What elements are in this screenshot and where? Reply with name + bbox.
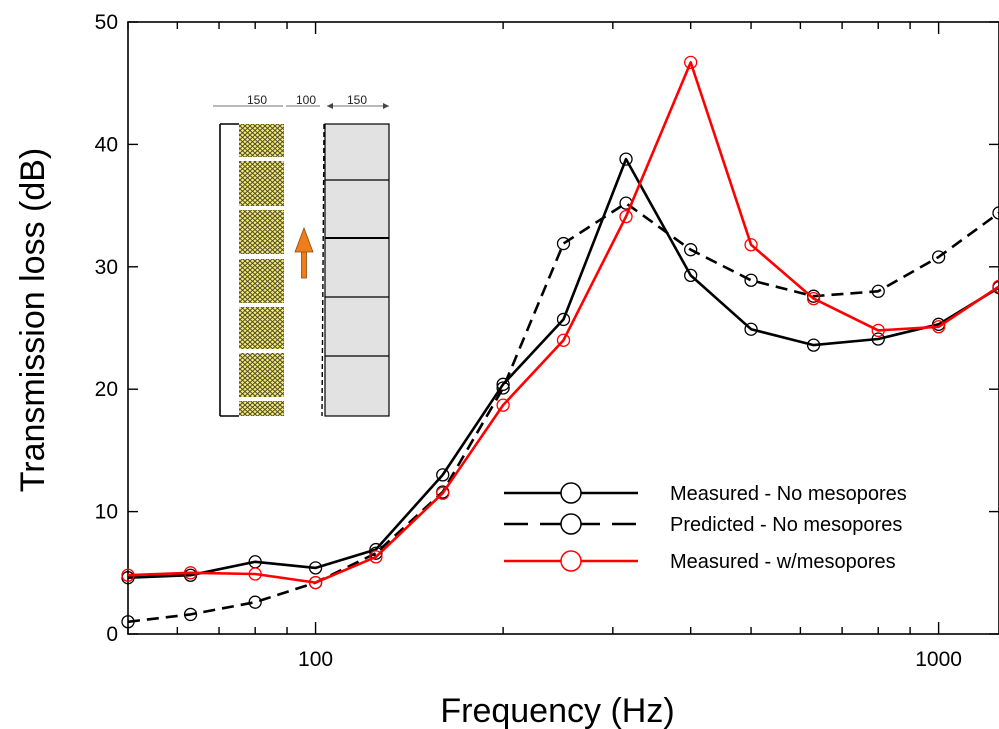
inset-cavity-block [324, 123, 390, 417]
data-point [871, 323, 885, 338]
data-point [684, 268, 698, 283]
data-point [871, 332, 885, 346]
data-point [744, 322, 758, 336]
data-point [121, 568, 135, 582]
legend-label: Predicted - No mesopores [670, 514, 902, 536]
data-point [496, 377, 510, 391]
data-point [308, 575, 323, 590]
y-tick-label: 40 [95, 133, 118, 156]
y-tick-label: 20 [95, 378, 118, 401]
legend: Measured - No mesopores Predicted - No me… [504, 482, 907, 573]
series-line-3 [127, 61, 999, 584]
y-tick-label: 10 [95, 501, 118, 524]
data-point [806, 291, 821, 306]
inset-dim-arrow [327, 103, 333, 109]
inset-mesh-block [239, 210, 284, 254]
inset-arrow-head [294, 226, 314, 253]
data-point [308, 561, 323, 575]
x-axis-title: Frequency (Hz) [440, 692, 674, 729]
data-point [871, 284, 885, 298]
data-point [556, 312, 571, 327]
inset-dim-arrow [383, 103, 389, 109]
data-point [744, 238, 758, 252]
inset-mesh-block [239, 161, 284, 206]
y-axis-title: Transmission loss (dB) [14, 148, 52, 492]
data-point [931, 320, 946, 334]
data-point [248, 595, 262, 609]
legend-label: Measured - w/mesopores [670, 551, 896, 573]
data-point [806, 338, 821, 352]
data-point [496, 398, 510, 412]
data-point [556, 333, 571, 347]
data-point [436, 468, 450, 482]
inset-arrow-shaft [301, 249, 307, 279]
inset-mesh-block [239, 353, 284, 397]
series-line-1 [127, 157, 999, 579]
inset-mesh-block [239, 124, 284, 157]
inset-mesh-block [239, 401, 284, 416]
legend-label: Measured - No mesopores [670, 483, 907, 505]
inset-dim-label: 150 [347, 93, 367, 107]
x-tick-label: 1000 [915, 648, 962, 671]
data-point [183, 607, 198, 622]
data-point [931, 250, 946, 264]
inset-mesh-block [239, 307, 284, 349]
legend-marker [560, 550, 582, 572]
inset-dim-label: 100 [296, 93, 316, 107]
data-point [369, 550, 383, 564]
data-point [436, 486, 450, 500]
series-layer [121, 55, 999, 629]
inset-membrane [321, 123, 325, 417]
data-point [496, 381, 510, 395]
data-point [619, 152, 633, 166]
y-tick-label: 50 [95, 11, 118, 34]
inset-mesh-block [239, 259, 284, 303]
data-point [744, 273, 758, 287]
data-point [121, 615, 135, 629]
data-point [183, 566, 198, 580]
legend-marker [560, 482, 582, 504]
data-point [684, 243, 698, 257]
inset-dim-label: 150 [247, 93, 267, 107]
x-tick-label: 100 [298, 648, 333, 671]
axes-layer: 0 10 20 30 40 50 100 1000 Frequency (Hz) Transmis… [14, 11, 999, 729]
plot-frame [127, 21, 999, 635]
data-point [992, 279, 999, 294]
data-point [619, 209, 633, 224]
data-point [556, 236, 571, 251]
data-point [248, 567, 262, 581]
data-point [369, 546, 383, 560]
series-line-2 [127, 201, 999, 624]
y-tick-label: 30 [95, 256, 118, 279]
legend-marker [560, 513, 582, 535]
inset-diagram: 150 100 150 [213, 93, 390, 417]
data-point [684, 55, 698, 70]
y-tick-label: 0 [106, 623, 118, 646]
data-point [992, 206, 999, 220]
